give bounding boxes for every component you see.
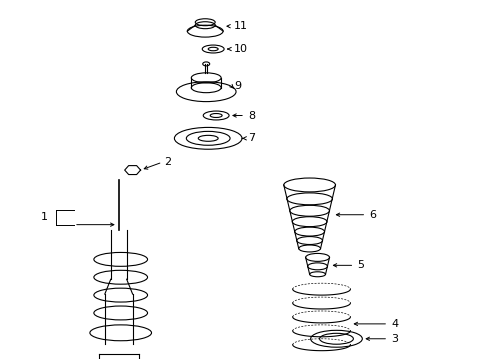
Text: 3: 3 (390, 334, 397, 344)
Text: 2: 2 (164, 157, 171, 167)
Text: 6: 6 (368, 210, 376, 220)
Text: 1: 1 (41, 212, 48, 222)
Text: 9: 9 (234, 81, 241, 91)
Text: 7: 7 (247, 133, 255, 143)
Text: 11: 11 (234, 21, 247, 31)
Text: 8: 8 (247, 111, 255, 121)
Text: 5: 5 (357, 260, 364, 270)
Text: 10: 10 (234, 44, 247, 54)
Text: 4: 4 (390, 319, 397, 329)
